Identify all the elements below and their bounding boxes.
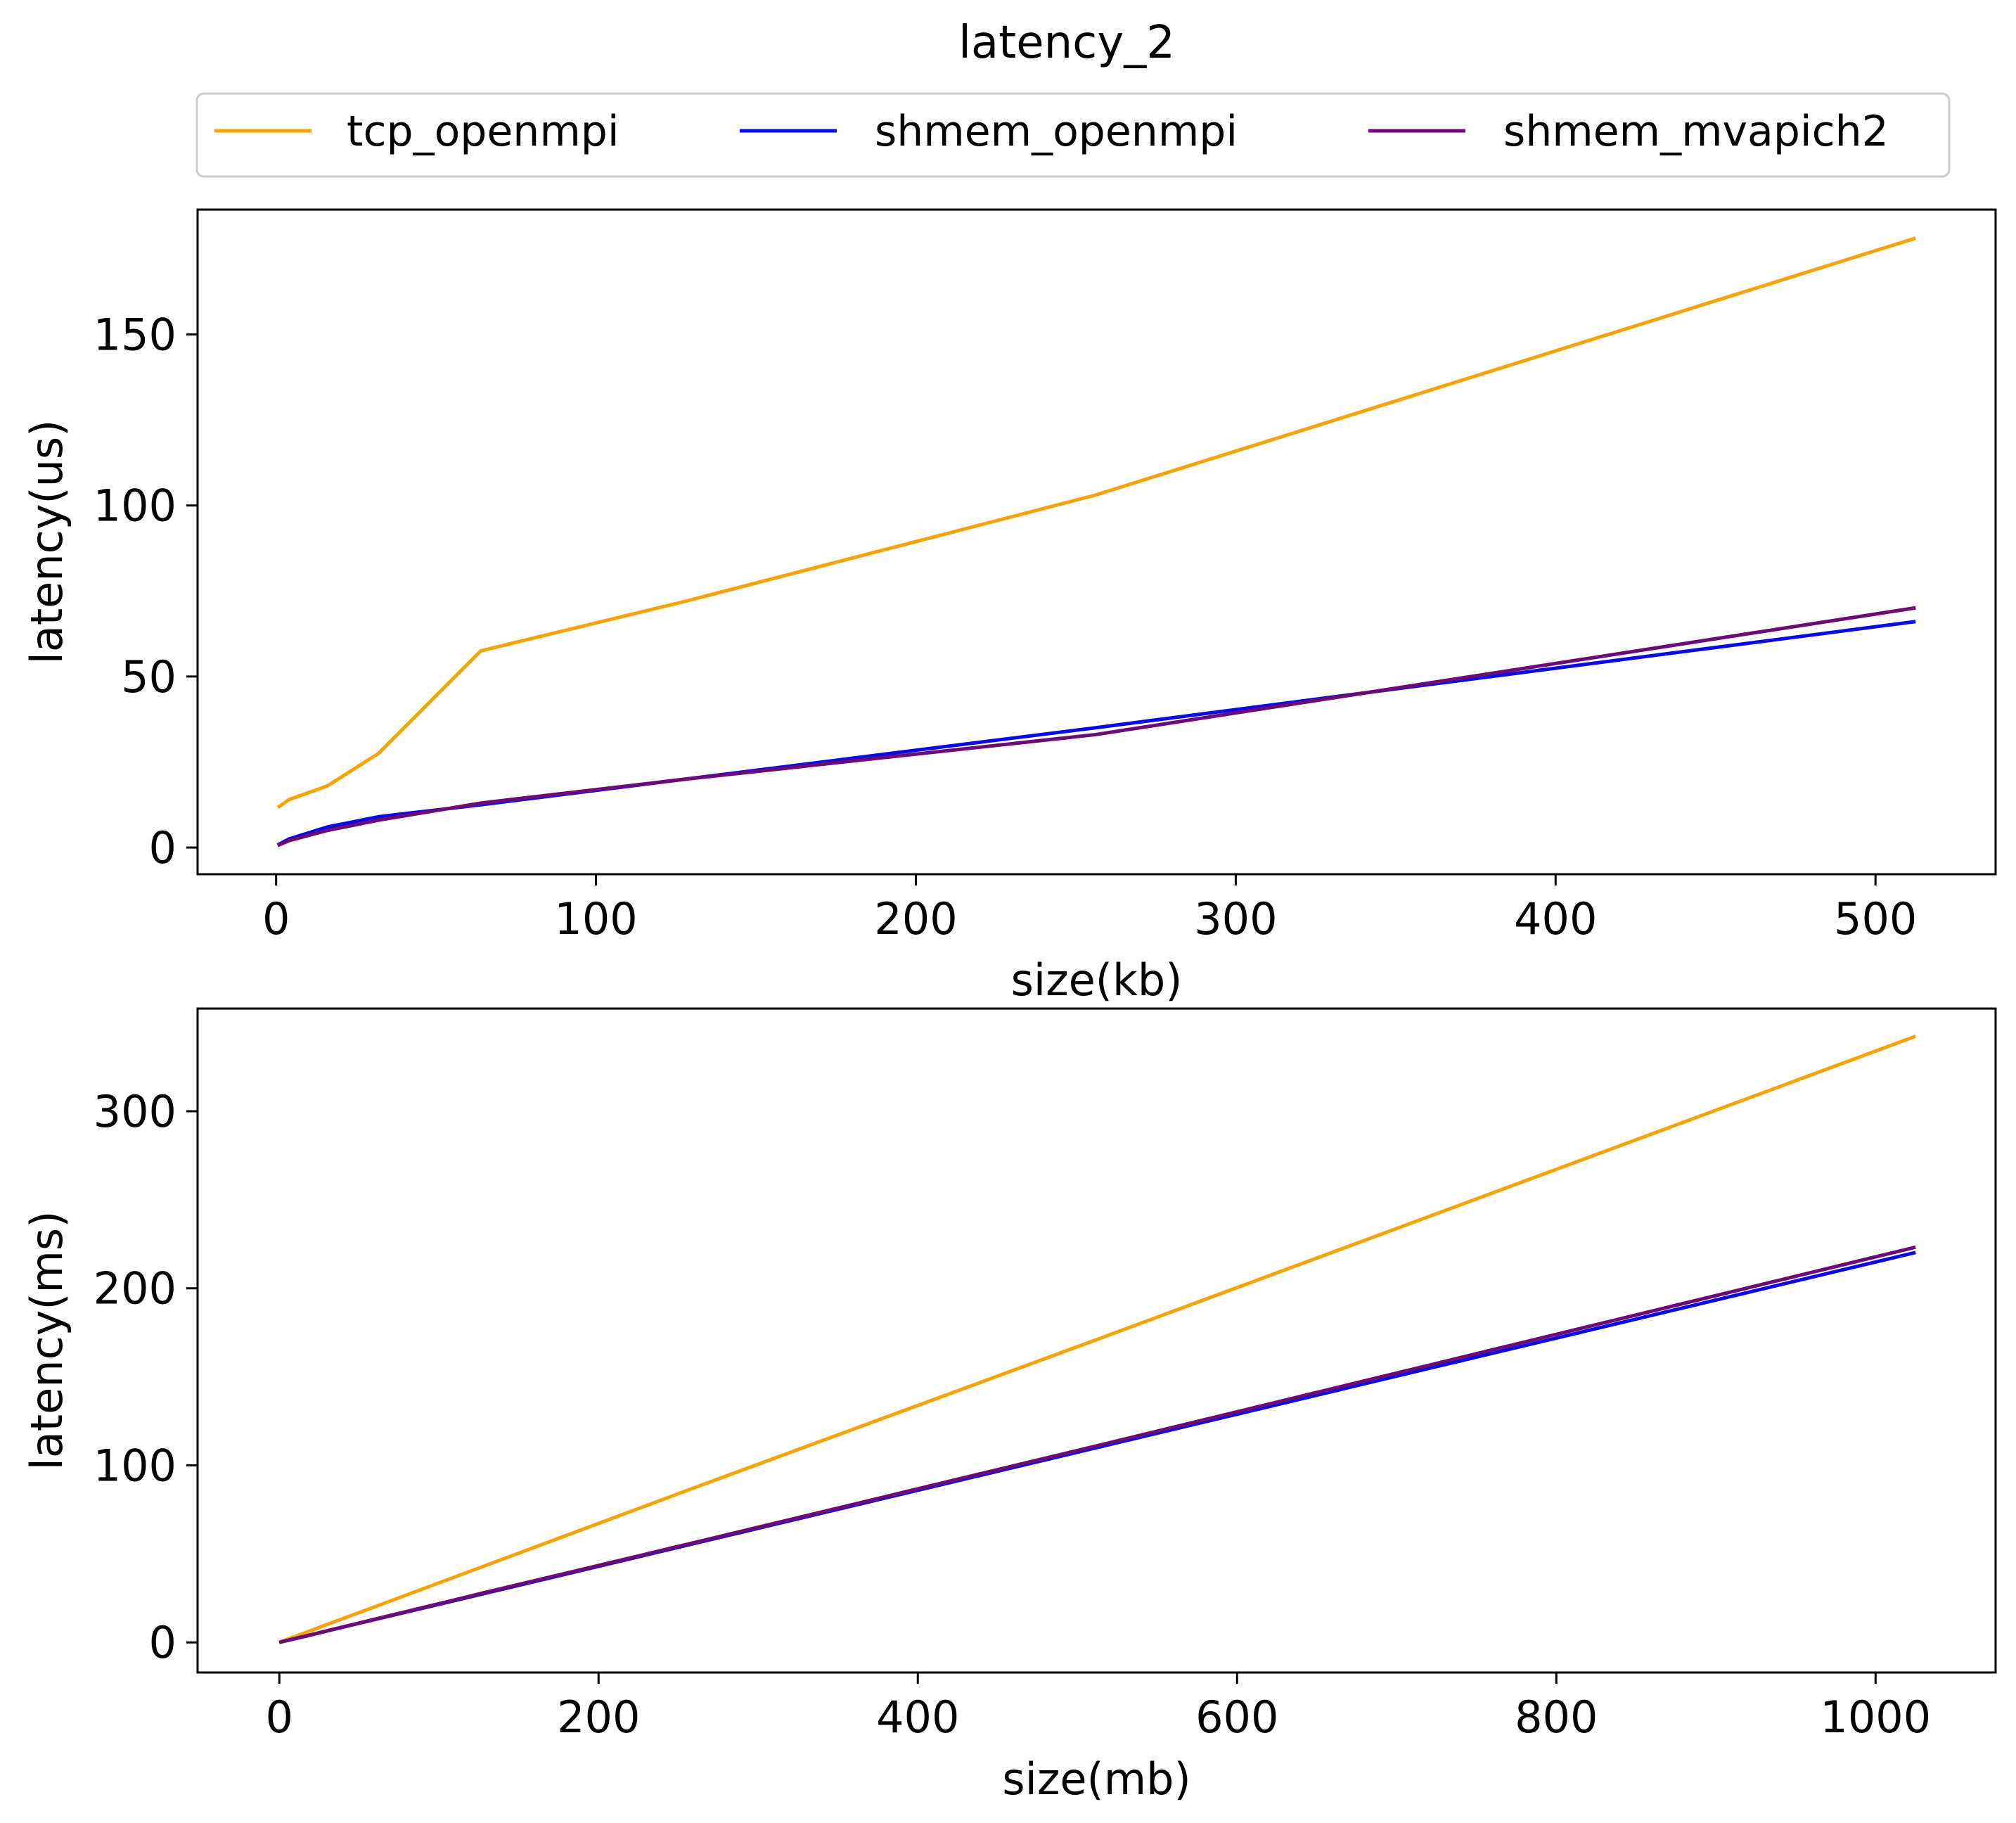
legend-label-shmem-openmpi: shmem_openmpi: [875, 107, 1238, 156]
series-line-shmem-mvapich2: [278, 1245, 1916, 1644]
y-axis-label: latency(us): [21, 420, 72, 665]
x-axis-label: size(kb): [1011, 954, 1183, 1006]
legend-label-tcp-openmpi: tcp_openmpi: [347, 107, 619, 156]
series-line-tcp-openmpi: [276, 236, 1916, 810]
chart-top: 0 100 200 300 400 500 0 50 100 150 size(kb) latency…: [21, 208, 1997, 1006]
x-tick-label: 300: [1194, 893, 1277, 945]
x-tick-label: 600: [1195, 1691, 1278, 1743]
x-tick-label: 400: [876, 1691, 959, 1743]
y-tick-label: 0: [149, 1617, 176, 1668]
legend: tcp_openmpi shmem_openmpi shmem_mvapich2: [195, 92, 1951, 178]
x-tick-label: 200: [557, 1691, 640, 1743]
x-tick-label: 500: [1834, 893, 1917, 945]
y-tick-label: 150: [94, 309, 176, 361]
figure-title: latency_2: [958, 17, 1175, 69]
series-line-shmem-mvapich2: [276, 606, 1916, 847]
y-tick-label: 100: [94, 1440, 176, 1491]
chart-bottom: 0 200 400 600 800 1000 0 100 200 300 size(mb) laten…: [21, 1007, 1997, 1805]
legend-entry-shmem-openmpi: shmem_openmpi: [740, 107, 1238, 156]
y-tick-label: 300: [94, 1086, 176, 1137]
legend-entry-tcp-openmpi: tcp_openmpi: [214, 107, 619, 156]
x-tick-label: 800: [1515, 1691, 1598, 1743]
series-group: [278, 1035, 1916, 1644]
legend-entry-shmem-mvapich2: shmem_mvapich2: [1368, 107, 1889, 156]
series-group: [276, 236, 1916, 847]
plot-frame: [196, 208, 1997, 876]
x-tick-label: 0: [262, 893, 290, 945]
plot-frame: [196, 1007, 1997, 1674]
x-tick-label: 1000: [1820, 1691, 1931, 1743]
y-tick-label: 200: [94, 1263, 176, 1315]
x-tick-label: 400: [1514, 893, 1597, 945]
y-tick-label: 0: [149, 822, 176, 874]
x-tick-label: 0: [266, 1691, 293, 1743]
legend-frame: [195, 92, 1951, 178]
y-tick-label: 100: [94, 480, 176, 532]
x-tick-label: 100: [554, 893, 637, 945]
y-tick-label: 50: [121, 651, 176, 703]
x-axis-label: size(mb): [1002, 1753, 1190, 1805]
x-tick-label: 200: [874, 893, 957, 945]
y-axis-label: latency(ms): [21, 1211, 72, 1471]
legend-label-shmem-mvapich2: shmem_mvapich2: [1503, 107, 1889, 156]
